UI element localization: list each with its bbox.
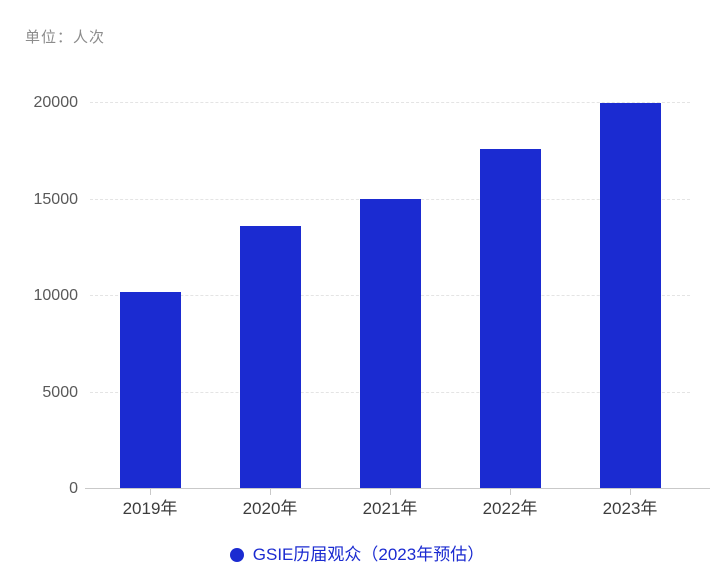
x-axis-line [85,488,710,489]
y-axis-tick-label: 5000 [42,383,78,401]
x-axis-label: 2023年 [602,499,658,518]
legend-circle-marker-icon [229,548,244,562]
bar-2022年[interactable] [479,149,541,489]
x-axis-label: 2020年 [242,499,298,518]
x-axis-label: 2021年 [362,499,418,518]
bar-2021年[interactable] [359,198,421,489]
legend-label: GSIE历届观众（2023年预估） [252,545,485,564]
x-axis-tick [390,489,391,495]
plot-area [90,102,690,489]
unit-label: 单位：人次 [25,29,106,46]
y-axis-tick-label: 0 [69,480,78,497]
x-axis-label: 2019年 [122,499,178,518]
y-axis-tick-label: 10000 [33,287,79,304]
gridline-20000 [90,102,690,103]
y-axis-tick-label: 15000 [33,190,79,208]
x-axis-tick [630,489,631,495]
bar-2019年[interactable] [119,292,181,489]
bar-2020年[interactable] [239,225,301,489]
bar-2023年[interactable] [599,103,661,489]
y-axis-tick-label: 20000 [33,94,79,111]
x-axis-tick [510,489,511,495]
x-axis-label: 2022年 [482,499,538,518]
x-axis-tick [270,489,271,495]
x-axis-tick [150,489,151,495]
legend-item[interactable]: GSIE历届观众（2023年预估） [0,544,714,566]
